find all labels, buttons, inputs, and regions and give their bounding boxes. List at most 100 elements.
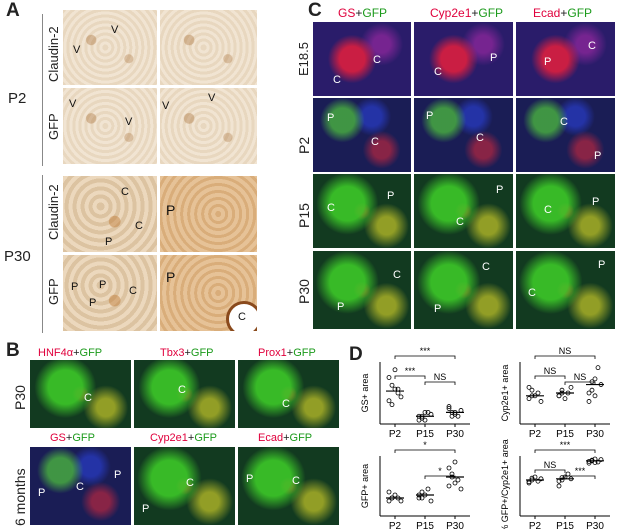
x-tick-label: P30 [446,429,464,440]
data-point [446,465,452,471]
y-axis-label: Cyp2e1+ area [500,365,510,422]
data-point [392,367,398,373]
significance-bracket [394,375,426,379]
header-b-5: Ecad+GFP [258,432,313,444]
data-point [538,476,544,482]
significance-bracket [424,381,456,385]
x-tick-label: P2 [389,429,402,440]
data-point [589,387,595,393]
micrograph: P C [134,447,235,525]
micrograph: P [160,176,257,252]
data-point [419,489,425,495]
tile-label-c: C [456,216,464,228]
tile-label-c: C [292,475,300,487]
micrograph: P C [313,98,411,172]
significance-bracket [564,381,596,385]
significance-label: *** [420,346,431,356]
tile-label-p: P [99,279,107,291]
data-point [595,365,601,371]
data-point [422,417,428,423]
tile-label-c: C [282,398,290,410]
row-label-p2: P2 [8,90,27,107]
tile-label-p: P [592,196,600,208]
tile-label-c: C [121,186,129,198]
tile-label-p: P [594,150,602,162]
micrograph: V V [63,10,157,85]
y-axis-label: % GFP+/Cyp2e1+ area [500,439,510,529]
tile-label-c: C [393,269,401,281]
tile-label-p: P [434,303,442,315]
tile-label-c: C [544,204,552,216]
data-point [598,457,604,462]
x-tick-label: P15 [556,521,574,529]
tile-label-c: C [178,384,186,396]
data-point [556,393,562,399]
micrograph: P P P C [63,255,157,331]
data-point [532,474,538,480]
tile-label-p: P [327,112,335,124]
micrograph: C P [516,174,615,248]
data-point [592,376,598,382]
significance-label: * [423,440,427,450]
data-point [526,384,532,390]
data-point [559,477,565,483]
significance-label: *** [575,466,586,476]
tile-label-c: C [238,311,246,323]
micrograph: P C [238,447,339,525]
micrograph: C P [313,251,411,329]
header-b-4: Cyp2e1+GFP [150,432,217,444]
y-axis-label: GS+ area [360,374,370,413]
micrograph: P C P [30,447,131,525]
data-point [535,478,541,484]
tile-label-c: C [528,287,536,299]
tile-label-p: P [337,301,345,313]
row-label-p30: P30 [296,279,312,304]
x-tick-label: P30 [586,521,604,529]
data-point [556,483,562,489]
micrograph: P C [414,98,513,172]
panel-letter-a: A [6,0,20,21]
tile-label-p: P [166,269,176,285]
x-tick-label: P2 [529,429,542,440]
micrograph: C [30,360,131,428]
header-b-0: HNF4α+GFP [38,347,103,359]
data-point [562,396,568,402]
significance-bracket [534,355,596,359]
data-point [422,409,428,415]
tile-label-v: V [162,100,170,112]
data-point [586,399,592,404]
tile-label-v: V [69,98,77,110]
tile-label-p: P [142,503,150,515]
data-point [559,387,565,393]
tile-label-v: V [208,92,216,104]
tile-label-p: P [496,184,504,196]
significance-label: *** [560,440,571,450]
panel-letter-c: C [308,0,322,21]
micrograph: P C [414,251,513,329]
tile-label-p: P [598,259,606,271]
data-point [419,495,425,501]
significance-label: NS [434,372,447,382]
tile-label-p: P [89,297,97,309]
tile-label-c: C [476,132,484,144]
data-point [458,486,464,492]
micrograph [160,10,257,85]
data-point [568,384,574,390]
micrograph: C P [313,174,411,248]
tile-label-v: V [111,24,119,36]
data-point [449,413,455,419]
data-point [425,486,431,492]
significance-bracket [534,449,596,453]
data-point [535,390,541,396]
micrograph: C [134,360,235,428]
tile-label-p: P [246,473,254,485]
significance-label: NS [544,460,557,470]
tile-label-c: C [371,136,379,148]
micrograph: C P [414,174,513,248]
significance-label: NS [574,372,587,382]
significance-bracket [534,375,566,379]
data-point [589,457,595,463]
micrograph: P C [516,22,615,96]
header-c-0: GS+GFP [338,6,388,20]
micrograph: C C P [63,176,157,252]
